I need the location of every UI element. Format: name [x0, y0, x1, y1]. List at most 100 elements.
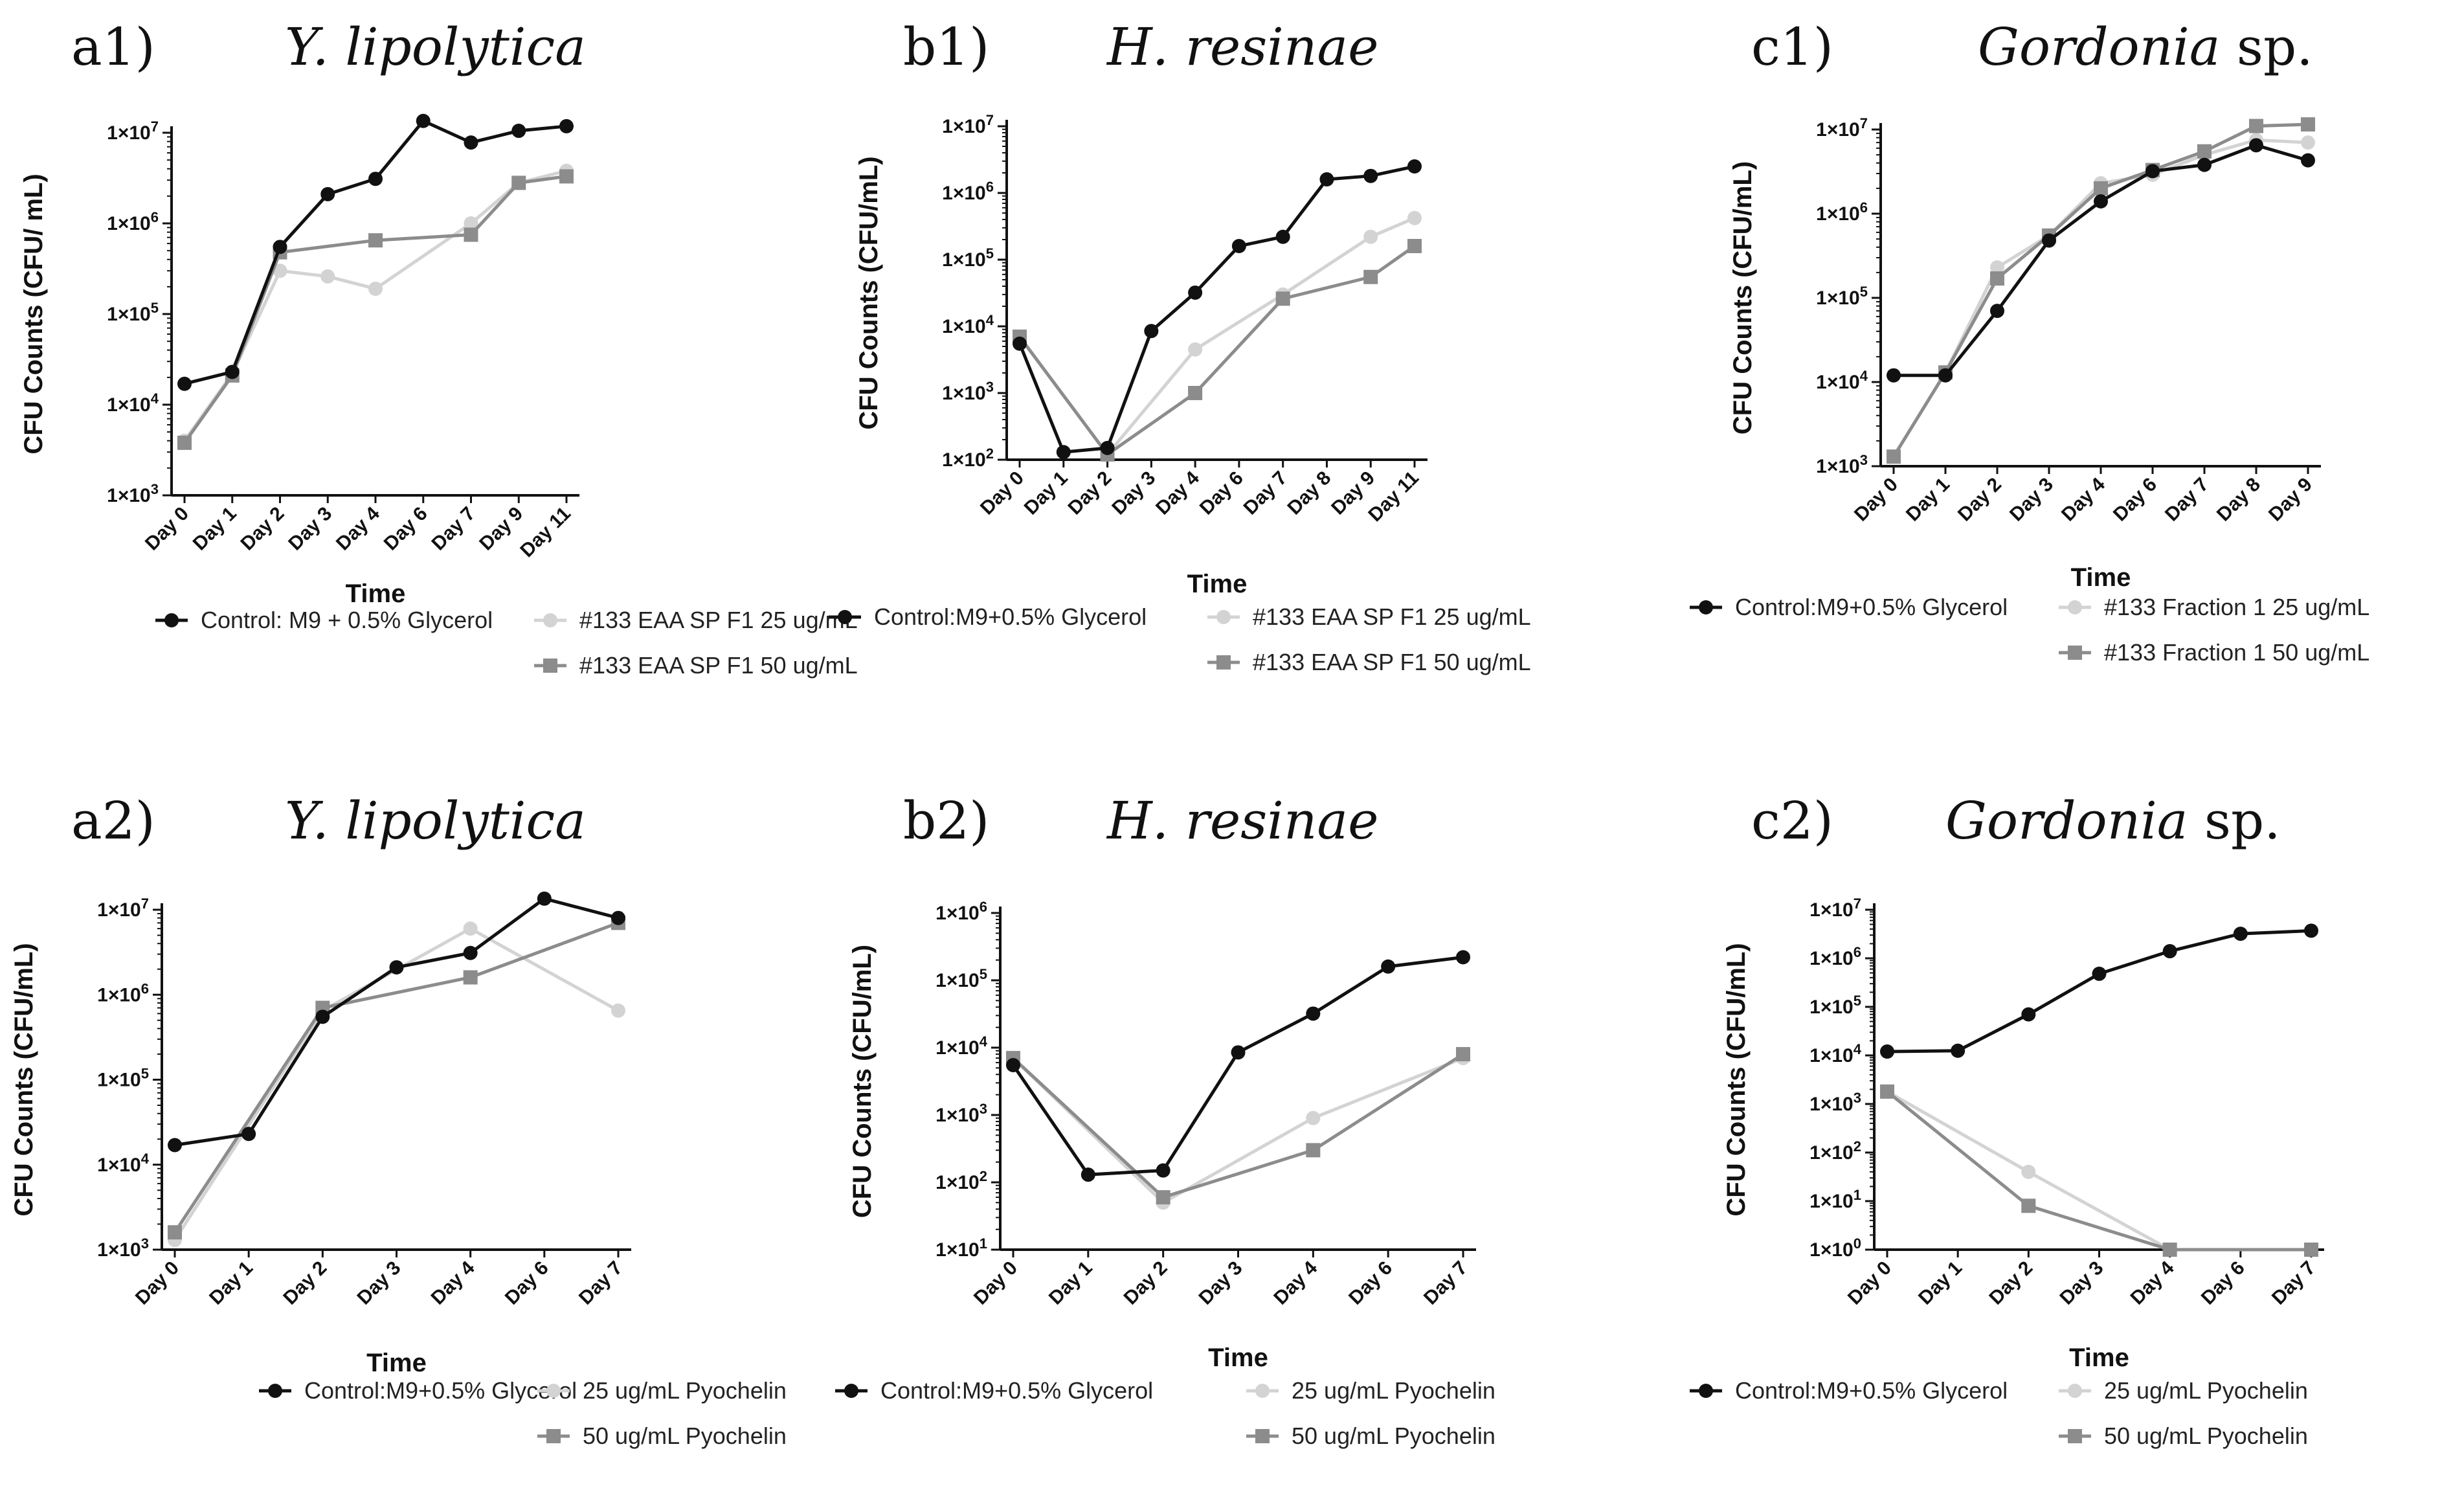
x-tick-label: Day 6	[380, 503, 432, 555]
y-tick-label: 1×105	[97, 1066, 149, 1091]
x-tick-label: Day 3	[353, 1257, 405, 1309]
x-axis-label: Time	[2071, 563, 2131, 592]
x-tick-label: Day 0	[131, 1257, 183, 1309]
legend-swatch-marker	[1699, 1384, 1713, 1398]
y-tick-label: 1×107	[1809, 895, 1861, 921]
legend-swatch-marker	[543, 659, 557, 673]
data-point	[1887, 368, 1901, 383]
y-tick-exponent: 7	[1854, 895, 1861, 912]
y-tick-exponent: 6	[151, 209, 159, 225]
data-point	[1188, 342, 1203, 357]
chart-a2: 1×103 1×104 1×105 1×106 1×107 Day 0 Day 1 Day 2…	[10, 891, 787, 1449]
data-point	[1100, 440, 1115, 455]
y-tick-label: 1×102	[1809, 1138, 1861, 1164]
y-tick-exponent: 4	[1860, 368, 1868, 384]
y-tick-label: 1×105	[935, 966, 987, 991]
data-point	[1188, 285, 1203, 300]
data-point	[1306, 1110, 1321, 1125]
x-tick-label: Day 3	[284, 503, 336, 555]
data-point	[2249, 138, 2263, 153]
panel-title-c1: Gordonia sp.	[1978, 17, 2313, 77]
data-point	[1056, 445, 1071, 460]
data-point	[177, 435, 192, 450]
y-tick-label: 1×107	[107, 118, 159, 144]
data-point	[273, 240, 287, 254]
x-tick-label: Day 7	[428, 503, 480, 555]
x-tick-label: Day 8	[1283, 467, 1335, 519]
panel-letter-a1: a1)	[71, 17, 155, 77]
y-tick-label: 1×104	[1809, 1041, 1862, 1066]
y-tick-exponent: 7	[1860, 115, 1868, 131]
data-point	[168, 1225, 182, 1240]
y-tick-exponent: 5	[1860, 284, 1868, 300]
x-tick-label: Day 2	[1985, 1257, 2037, 1309]
y-tick-exponent: 5	[1854, 993, 1861, 1009]
data-point	[2197, 144, 2212, 159]
data-point	[463, 945, 478, 960]
data-point	[2021, 1007, 2036, 1022]
data-point	[464, 135, 478, 150]
y-axis-label: CFU Counts (CFU/mL)	[855, 156, 883, 429]
y-tick-label: 1×102	[935, 1168, 987, 1193]
y-tick-label: 1×107	[1816, 115, 1868, 141]
data-point	[2094, 181, 2108, 196]
panel-title-c2: Gordonia sp.	[1945, 791, 2281, 851]
y-tick-exponent: 2	[986, 445, 994, 462]
y-axis-label: CFU Counts (CFU/mL)	[848, 945, 877, 1218]
data-point	[168, 1138, 182, 1153]
legend-label: #133 Fraction 1 25 ug/mL	[2104, 594, 2369, 620]
data-point	[315, 1009, 330, 1024]
y-tick-label: 1×100	[1809, 1235, 1861, 1261]
legend-label: 25 ug/mL Pyochelin	[1292, 1377, 1495, 1404]
series-line	[173, 921, 619, 1233]
y-tick-label: 1×105	[1809, 993, 1861, 1018]
data-point	[1275, 291, 1290, 306]
x-tick-label: Day 7	[2268, 1257, 2320, 1309]
x-tick-label: Day 7	[2161, 474, 2213, 526]
data-point	[2304, 1243, 2318, 1257]
x-tick-label: Day 4	[2127, 1257, 2178, 1309]
data-point	[2197, 157, 2212, 172]
data-point	[2233, 927, 2248, 941]
x-tick-label: Day 0	[976, 467, 1028, 519]
data-point	[368, 233, 383, 248]
x-tick-label: Day 6	[1196, 467, 1248, 519]
panel-title-b2: H. resinae	[1106, 791, 1378, 851]
panel-letter-b2: b2)	[903, 791, 989, 851]
x-tick-label: Day 1	[1914, 1257, 1966, 1309]
panel-title-a1: Y. lipolytica	[285, 17, 586, 77]
chart-b2: 1×101 1×102 1×103 1×104 1×105 1×106 Day 0 Day 1…	[835, 899, 1495, 1449]
legend-swatch-marker	[1216, 655, 1231, 670]
y-tick-exponent: 3	[151, 481, 159, 497]
x-tick-label: Day 6	[501, 1257, 553, 1309]
data-point	[559, 118, 574, 133]
legend-label: #133 EAA SP F1 25 ug/mL	[1253, 603, 1531, 630]
data-point	[368, 281, 383, 296]
series-line	[183, 169, 567, 442]
y-tick-label: 1×106	[1809, 944, 1861, 969]
data-point	[1231, 238, 1246, 253]
y-tick-exponent: 6	[141, 980, 149, 996]
data-point	[1006, 1058, 1020, 1073]
legend-swatch-marker	[2068, 600, 2082, 614]
panel-title-b1-italic: H. resinae	[1106, 17, 1378, 77]
y-tick-label: 1×104	[107, 390, 159, 416]
y-tick-label: 1×104	[942, 312, 994, 337]
data-point	[1990, 260, 2004, 275]
y-tick-exponent: 1	[1854, 1187, 1861, 1203]
panel-title-b2-italic: H. resinae	[1106, 791, 1378, 851]
x-axis-label: Time	[346, 580, 406, 608]
x-axis-label: Time	[1208, 1344, 1268, 1372]
data-point	[1188, 386, 1203, 400]
panel-title-c1-italic: Gordonia	[1978, 17, 2221, 77]
y-tick-exponent: 3	[1854, 1090, 1861, 1106]
series-line	[1011, 955, 1464, 1176]
legend-label: #133 Fraction 1 50 ug/mL	[2104, 639, 2369, 666]
data-point	[537, 891, 552, 906]
y-tick-label: 1×107	[97, 895, 149, 921]
data-point	[1990, 304, 2004, 319]
y-tick-exponent: 4	[1854, 1041, 1862, 1057]
x-tick-label: Day 4	[1152, 467, 1204, 519]
y-tick-exponent: 2	[1854, 1138, 1861, 1154]
y-tick-exponent: 6	[986, 179, 994, 195]
